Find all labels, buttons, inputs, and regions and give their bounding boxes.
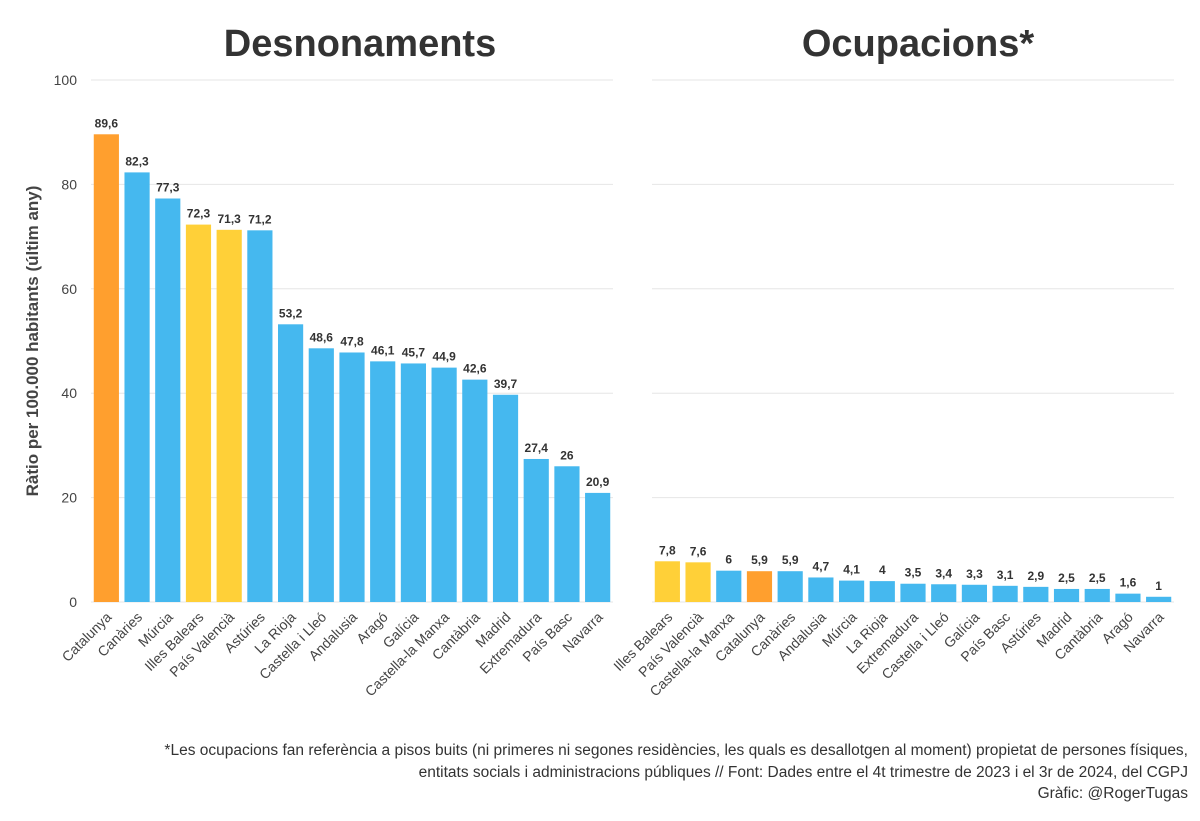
bar-desnonaments-pais-basc bbox=[554, 466, 580, 602]
data-label-ocupacions-canaries: 5,9 bbox=[782, 553, 799, 567]
data-label-ocupacions-extremadura: 3,5 bbox=[905, 566, 922, 580]
bar-ocupacions-andalusia bbox=[808, 577, 834, 602]
data-label-ocupacions-catalunya: 5,9 bbox=[751, 553, 768, 567]
y-axis-label: Ràtio per 100.000 habitants (últim any) bbox=[23, 186, 42, 497]
data-label-ocupacions-andalusia: 4,7 bbox=[813, 559, 830, 573]
chart-figure: Desnonaments Ocupacions* Ràtio per 100.0… bbox=[23, 23, 1174, 699]
data-label-desnonaments-pais-valencia: 71,3 bbox=[217, 212, 241, 226]
bar-ocupacions-illes-balears bbox=[654, 561, 680, 602]
data-label-ocupacions-galicia: 3,3 bbox=[966, 567, 983, 581]
bar-ocupacions-murcia bbox=[838, 580, 865, 602]
data-label-ocupacions-castella-la-manxa: 6 bbox=[725, 553, 732, 567]
y-tick-label: 60 bbox=[61, 281, 77, 297]
bar-desnonaments-asturies bbox=[247, 230, 273, 602]
footnote-line-1: *Les ocupacions fan referència a pisos b… bbox=[164, 742, 1188, 759]
data-label-ocupacions-pais-basc: 3,1 bbox=[997, 568, 1014, 582]
bar-ocupacions-arago bbox=[1115, 593, 1141, 602]
data-label-desnonaments-castella-la-manxa: 44,9 bbox=[432, 350, 456, 364]
bar-desnonaments-extremadura bbox=[523, 458, 549, 602]
y-tick-label: 40 bbox=[61, 385, 77, 401]
data-label-ocupacions-cantabria: 2,5 bbox=[1089, 571, 1106, 585]
bar-desnonaments-galicia bbox=[400, 363, 427, 602]
footnote-line-2: entitats socials i administracions públi… bbox=[418, 763, 1188, 781]
bar-desnonaments-catalunya bbox=[93, 134, 119, 602]
bar-ocupacions-extremadura bbox=[900, 583, 926, 602]
data-label-ocupacions-illes-balears: 7,8 bbox=[659, 543, 676, 557]
bar-ocupacions-pais-basc bbox=[992, 585, 1018, 602]
data-label-desnonaments-illes-balears: 72,3 bbox=[187, 207, 211, 221]
data-label-desnonaments-galicia: 45,7 bbox=[402, 345, 426, 359]
bar-ocupacions-la-rioja bbox=[869, 581, 895, 602]
bar-ocupacions-catalunya bbox=[746, 571, 773, 602]
bar-desnonaments-cantabria bbox=[462, 379, 488, 602]
data-label-desnonaments-castella-i-lleo: 48,6 bbox=[310, 330, 334, 344]
bar-ocupacions-cantabria bbox=[1084, 588, 1110, 602]
bar-ocupacions-canaries bbox=[777, 571, 803, 602]
bar-desnonaments-illes-balears bbox=[185, 224, 212, 602]
data-label-desnonaments-pais-basc: 26 bbox=[560, 448, 574, 462]
data-label-desnonaments-murcia: 77,3 bbox=[156, 180, 180, 194]
data-label-desnonaments-andalusia: 47,8 bbox=[340, 334, 364, 348]
bar-ocupacions-castella-i-lleo bbox=[931, 584, 957, 602]
chart-title-desnonaments: Desnonaments bbox=[224, 23, 496, 65]
bar-desnonaments-murcia bbox=[155, 198, 181, 602]
desnonaments-plot: 02040608010089,6Catalunya82,3Canàries77,… bbox=[54, 72, 613, 699]
bar-ocupacions-madrid bbox=[1053, 588, 1080, 602]
bar-desnonaments-la-rioja bbox=[277, 324, 304, 602]
y-tick-label: 100 bbox=[54, 72, 78, 88]
data-label-ocupacions-asturies: 2,9 bbox=[1027, 569, 1044, 583]
data-label-ocupacions-madrid: 2,5 bbox=[1058, 571, 1075, 585]
data-label-desnonaments-asturies: 71,2 bbox=[248, 212, 272, 226]
y-tick-label: 80 bbox=[61, 176, 77, 192]
bar-desnonaments-arago bbox=[370, 361, 396, 602]
bar-desnonaments-castella-la-manxa bbox=[431, 367, 457, 602]
y-tick-label: 0 bbox=[69, 594, 77, 610]
data-label-desnonaments-extremadura: 27,4 bbox=[525, 441, 549, 455]
data-label-desnonaments-madrid: 39,7 bbox=[494, 377, 518, 391]
data-label-desnonaments-catalunya: 89,6 bbox=[95, 116, 119, 130]
bar-desnonaments-madrid bbox=[492, 394, 519, 602]
bar-ocupacions-pais-valencia bbox=[685, 562, 711, 602]
data-label-ocupacions-pais-valencia: 7,6 bbox=[690, 544, 707, 558]
bar-desnonaments-castella-i-lleo bbox=[308, 348, 334, 602]
data-label-ocupacions-navarra: 1 bbox=[1155, 579, 1162, 593]
bar-desnonaments-canaries bbox=[124, 172, 150, 603]
y-tick-label: 20 bbox=[61, 490, 77, 506]
data-label-ocupacions-arago: 1,6 bbox=[1120, 576, 1137, 590]
chart-credit: Gràfic: @RogerTugas bbox=[1037, 785, 1188, 802]
footnote: *Les ocupacions fan referència a pisos b… bbox=[8, 740, 1188, 805]
data-label-desnonaments-cantabria: 42,6 bbox=[463, 362, 487, 376]
bar-desnonaments-navarra bbox=[585, 492, 611, 602]
data-label-desnonaments-la-rioja: 53,2 bbox=[279, 306, 303, 320]
data-label-desnonaments-arago: 46,1 bbox=[371, 343, 395, 357]
bar-ocupacions-castella-la-manxa bbox=[716, 570, 742, 602]
bar-desnonaments-pais-valencia bbox=[216, 229, 242, 602]
data-label-ocupacions-castella-i-lleo: 3,4 bbox=[935, 566, 952, 580]
bar-ocupacions-asturies bbox=[1023, 586, 1049, 602]
bar-ocupacions-galicia bbox=[961, 584, 988, 602]
bar-desnonaments-andalusia bbox=[339, 352, 365, 602]
data-label-ocupacions-la-rioja: 4 bbox=[879, 563, 886, 577]
chart-title-ocupacions: Ocupacions* bbox=[802, 23, 1034, 65]
data-label-desnonaments-navarra: 20,9 bbox=[586, 475, 610, 489]
data-label-desnonaments-canaries: 82,3 bbox=[125, 154, 149, 168]
bar-ocupacions-navarra bbox=[1146, 596, 1172, 602]
data-label-ocupacions-murcia: 4,1 bbox=[843, 563, 860, 577]
